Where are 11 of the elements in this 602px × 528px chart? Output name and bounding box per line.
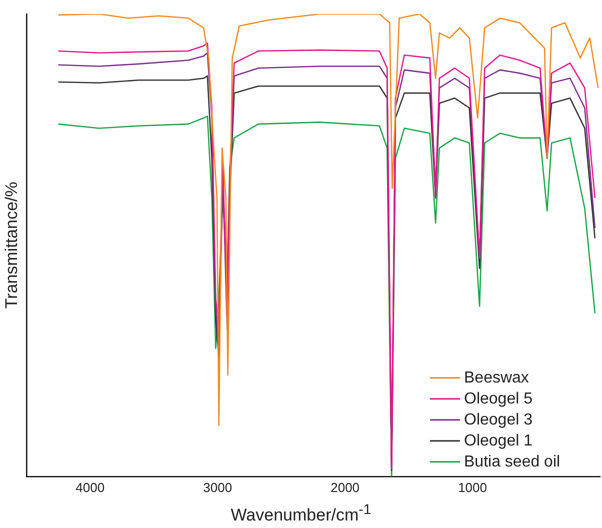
legend-label: Oleogel 3 [464,411,533,428]
x-tick-label: 2000 [330,480,360,495]
x-tick-label: 4000 [76,480,105,495]
y-axis-title: Transmittance/% [2,182,21,309]
legend-label: Butia seed oil [464,453,560,470]
x-tick-label: 1000 [458,480,487,495]
x-axis-title: Wavenumber/cm$^{-1}$ [230,502,372,526]
legend-label: Oleogel 5 [464,390,533,408]
x-tick-label: 3000 [203,480,232,495]
legend-label: Beeswax [464,369,529,386]
legend-label: Oleogel 1 [464,432,533,450]
